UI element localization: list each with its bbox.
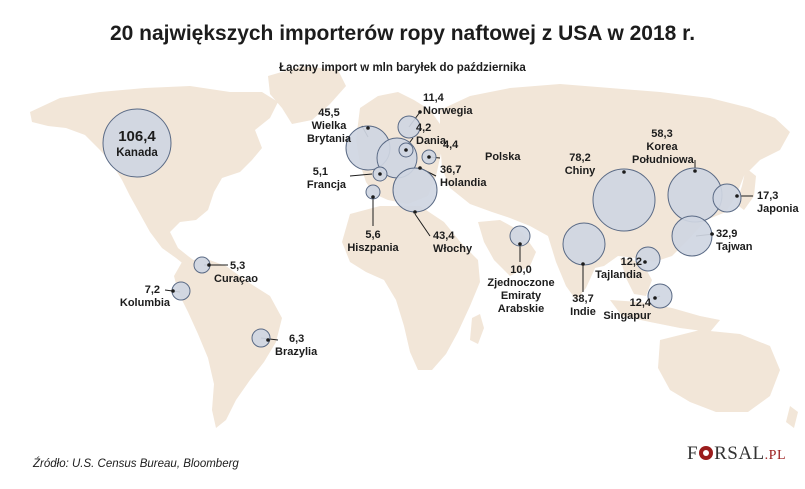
land-indonesia — [610, 300, 720, 332]
bubble-tajlandia — [635, 246, 661, 272]
label-chiny-name: Chiny — [564, 165, 596, 177]
leader-francja — [349, 173, 373, 177]
label-holandia: 36,7 Holandia — [440, 164, 486, 190]
bubble-tajwan — [671, 215, 713, 257]
logo-letters: RSAL — [714, 443, 765, 464]
label-zea-name1: Zjednoczone — [487, 277, 555, 289]
bubble-kanada — [102, 108, 172, 178]
source-note: Źródło: U.S. Census Bureau, Bloomberg — [33, 458, 239, 470]
label-norwegia-value: 11,4 — [423, 92, 444, 104]
label-zea: 10,0 Zjednoczone Emiraty Arabskie — [481, 264, 561, 316]
label-wb-name1: Wielka — [311, 120, 347, 132]
label-tajwan-name: Tajwan — [716, 241, 753, 253]
label-curacao-value: 5,3 — [230, 260, 246, 272]
label-kolumbia-value: 7,2 — [144, 284, 160, 296]
label-polska-name: Polska — [485, 151, 521, 163]
label-singapur-name: Singapur — [603, 310, 651, 322]
label-hiszpania: 5,6 Hiszpania — [343, 229, 403, 255]
label-hiszpania-name: Hiszpania — [347, 242, 399, 254]
label-tajlandia-name: Tajlandia — [595, 269, 642, 281]
label-wb-name2: Brytania — [306, 133, 352, 145]
land-south-america — [174, 258, 282, 428]
label-polska-value: 4,4 — [443, 139, 459, 151]
land-greenland — [268, 66, 346, 124]
label-wlochy-value: 43,4 — [433, 230, 455, 242]
logo-mark-icon — [699, 446, 714, 460]
land-madagascar — [470, 314, 484, 344]
label-tajlandia: 12,2 Tajlandia — [586, 256, 642, 282]
label-japonia: 17,3 Japonia — [757, 190, 799, 216]
label-tajwan: 32,9 Tajwan — [716, 228, 752, 254]
label-dania-value: 4,2 — [416, 122, 432, 134]
label-francja: 5,1 Francja — [298, 166, 346, 192]
label-zea-name3: Arabskie — [497, 303, 545, 315]
label-curacao: 5,3 Curaçao — [214, 260, 258, 286]
bubble-brazylia — [251, 328, 271, 348]
bubble-singapur — [647, 283, 673, 309]
forsal-logo[interactable]: F RSAL.PL — [687, 443, 786, 465]
label-dania: 4,2 Dania — [416, 122, 446, 148]
label-kolumbia-name: Kolumbia — [119, 297, 170, 309]
land-australia — [658, 330, 780, 412]
label-norwegia: 11,4 Norwegia — [423, 92, 473, 118]
bubble-wlochy — [392, 167, 438, 213]
label-wielka-brytania: 45,5 Wielka Brytania — [300, 107, 358, 146]
label-polska: 4,4 Polska — [443, 139, 520, 164]
land-africa — [342, 206, 480, 370]
land-masses — [30, 66, 798, 428]
page-title: 20 największych importerów ropy naftowej… — [109, 22, 696, 45]
label-indie-name: Indie — [570, 306, 596, 318]
label-brazylia: 6,3 Brazylia — [275, 333, 317, 359]
label-zea-value: 10,0 — [510, 264, 532, 276]
label-norwegia-name: Norwegia — [423, 105, 473, 117]
label-wlochy: 43,4 Włochy — [433, 230, 472, 256]
leader-wlochy — [414, 213, 431, 237]
label-wlochy-name: Włochy — [433, 243, 473, 255]
label-holandia-value: 36,7 — [440, 164, 462, 176]
label-korea: 58,3 Korea Południowa — [632, 128, 694, 167]
label-kolumbia: 7,2 Kolumbia — [118, 284, 170, 310]
label-hiszpania-value: 5,6 — [365, 229, 381, 241]
label-kanada-name: Kanada — [116, 147, 158, 159]
label-singapur-value: 12,4 — [629, 297, 651, 309]
label-holandia-name: Holandia — [440, 177, 487, 189]
label-indie: 38,7 Indie — [563, 293, 603, 319]
label-kanada: 106,4 Kanada — [107, 128, 167, 162]
label-japonia-value: 17,3 — [757, 190, 779, 202]
label-brazylia-value: 6,3 — [289, 333, 305, 345]
label-zea-name2: Emiraty — [500, 290, 542, 302]
label-francja-name: Francja — [306, 179, 346, 191]
label-tajlandia-value: 12,2 — [620, 256, 642, 268]
bubble-japonia — [712, 183, 742, 213]
label-chiny-value: 78,2 — [569, 152, 591, 164]
page-subtitle: Łączny import w mln baryłek do październ… — [279, 62, 526, 74]
bubble-chiny — [592, 168, 656, 232]
bubble-norwegia — [397, 115, 421, 139]
logo-tld: .PL — [764, 448, 786, 463]
label-japonia-name: Japonia — [757, 203, 799, 215]
label-singapur: 12,4 Singapur — [596, 297, 651, 323]
label-wb-value: 45,5 — [318, 107, 340, 119]
label-korea-name1: Korea — [646, 141, 678, 153]
bubble-zea — [509, 225, 531, 247]
label-dania-name: Dania — [416, 135, 446, 147]
bubbles — [102, 108, 742, 348]
label-tajwan-value: 32,9 — [716, 228, 738, 240]
label-korea-value: 58,3 — [651, 128, 673, 140]
label-chiny: 78,2 Chiny — [555, 152, 605, 178]
label-brazylia-name: Brazylia — [275, 346, 318, 358]
leader-dots — [171, 110, 739, 342]
label-francja-value: 5,1 — [312, 166, 328, 178]
land-north-america — [30, 86, 278, 266]
land-new-zealand — [786, 406, 798, 428]
bubble-hiszpania — [365, 184, 381, 200]
label-indie-value: 38,7 — [572, 293, 594, 305]
label-korea-name2: Południowa — [632, 154, 694, 166]
label-kanada-value: 106,4 — [118, 128, 156, 145]
label-curacao-name: Curaçao — [214, 273, 259, 285]
logo-letter-f: F — [687, 443, 699, 464]
